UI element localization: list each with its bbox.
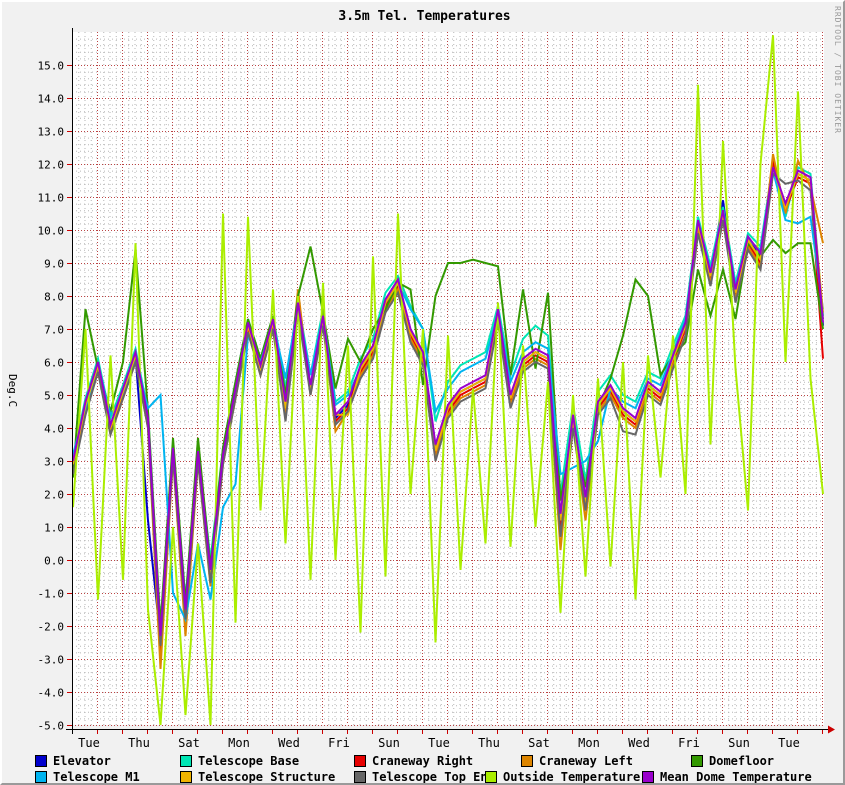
series-outside-temperature-line	[72, 35, 824, 725]
svg-text:1.0: 1.0	[44, 522, 64, 535]
svg-text:Thu: Thu	[128, 736, 150, 750]
svg-text:Thu: Thu	[478, 736, 500, 750]
chart-title: 3.5m Tel. Temperatures	[338, 9, 511, 24]
legend-swatch-telescope-m1	[35, 771, 47, 783]
svg-text:Mon: Mon	[228, 736, 250, 750]
legend-item-outside-temperature: Outside Temperature	[485, 770, 641, 784]
svg-text:10.0: 10.0	[38, 225, 65, 238]
svg-text:0.0: 0.0	[44, 555, 64, 568]
svg-text:13.0: 13.0	[38, 126, 65, 139]
svg-text:4.0: 4.0	[44, 423, 64, 436]
legend-swatch-craneway-right	[354, 755, 366, 767]
axes	[66, 28, 828, 734]
svg-text:Tue: Tue	[78, 736, 100, 750]
legend-item-domefloor: Domefloor	[691, 754, 774, 768]
y-axis-label: Deg.C	[6, 374, 19, 408]
x-axis-arrow	[828, 725, 835, 734]
legend-item-telescope-top-end: Telescope Top End	[354, 770, 495, 784]
legend: Elevator Telescope Base Craneway Right Cran…	[2, 753, 843, 784]
legend-label-telescope-base: Telescope Base	[198, 754, 300, 768]
legend-label-craneway-right: Craneway Right	[372, 754, 474, 768]
series-lines	[72, 35, 824, 725]
legend-label-domefloor: Domefloor	[709, 754, 775, 768]
series-mean-dome-temperature-line	[72, 166, 824, 636]
svg-text:-4.0: -4.0	[38, 687, 65, 700]
svg-text:Sun: Sun	[378, 736, 400, 750]
svg-text:Wed: Wed	[278, 736, 300, 750]
plot-area	[72, 32, 824, 725]
rrdtool-watermark: RRDTOOL / TOBI OETIKER	[833, 6, 842, 134]
legend-swatch-telescope-base	[180, 755, 192, 767]
svg-text:Wed: Wed	[628, 736, 650, 750]
svg-text:-1.0: -1.0	[38, 588, 65, 601]
legend-label-outside-temperature: Outside Temperature	[503, 770, 641, 784]
svg-text:15.0: 15.0	[38, 60, 65, 73]
legend-swatch-mean-dome-temperature	[642, 771, 654, 783]
plot-canvas: 15.0 14.0 13.0 12.0 11.0 10.0 9.0 8.0 7.0 6.0 5.0 4…	[38, 28, 835, 750]
legend-item-telescope-structure: Telescope Structure	[180, 770, 336, 784]
legend-item-craneway-left: Craneway Left	[521, 754, 633, 768]
svg-text:5.0: 5.0	[44, 390, 64, 403]
svg-text:Sun: Sun	[728, 736, 750, 750]
legend-label-craneway-left: Craneway Left	[539, 754, 633, 768]
legend-item-craneway-right: Craneway Right	[354, 754, 473, 768]
svg-text:9.0: 9.0	[44, 258, 64, 271]
svg-text:2.0: 2.0	[44, 489, 64, 502]
svg-text:8.0: 8.0	[44, 291, 64, 304]
legend-label-telescope-m1: Telescope M1	[53, 770, 140, 784]
legend-swatch-domefloor	[691, 755, 703, 767]
svg-text:-2.0: -2.0	[38, 621, 65, 634]
legend-swatch-telescope-top-end	[354, 771, 366, 783]
x-tick-labels: Tue Thu Sat Mon Wed Fri Sun Tue Thu Sat Mon Wed Fri S…	[78, 736, 800, 750]
legend-item-telescope-m1: Telescope M1	[35, 770, 140, 784]
minor-grid	[72, 32, 824, 725]
svg-text:Sat: Sat	[178, 736, 200, 750]
svg-text:6.0: 6.0	[44, 357, 64, 370]
svg-text:Sat: Sat	[528, 736, 550, 750]
svg-text:-5.0: -5.0	[38, 720, 65, 733]
legend-swatch-outside-temperature	[485, 771, 497, 783]
legend-item-elevator: Elevator	[35, 754, 111, 768]
y-tick-labels: 15.0 14.0 13.0 12.0 11.0 10.0 9.0 8.0 7.0 6.0 5.0 4…	[38, 60, 65, 733]
legend-label-elevator: Elevator	[53, 754, 111, 768]
svg-text:Tue: Tue	[778, 736, 800, 750]
legend-item-telescope-base: Telescope Base	[180, 754, 299, 768]
legend-item-mean-dome-temperature: Mean Dome Temperature	[642, 770, 812, 784]
svg-text:7.0: 7.0	[44, 324, 64, 337]
legend-label-telescope-top-end: Telescope Top End	[372, 770, 495, 784]
svg-text:11.0: 11.0	[38, 192, 65, 205]
svg-text:3.0: 3.0	[44, 456, 64, 469]
svg-text:Tue: Tue	[428, 736, 450, 750]
svg-text:14.0: 14.0	[38, 93, 65, 106]
svg-text:Fri: Fri	[678, 736, 700, 750]
svg-text:12.0: 12.0	[38, 159, 65, 172]
svg-text:-3.0: -3.0	[38, 654, 65, 667]
svg-text:Fri: Fri	[328, 736, 350, 750]
legend-label-telescope-structure: Telescope Structure	[198, 770, 336, 784]
legend-swatch-telescope-structure	[180, 771, 192, 783]
legend-label-mean-dome-temperature: Mean Dome Temperature	[660, 770, 812, 784]
legend-swatch-craneway-left	[521, 755, 533, 767]
svg-text:Mon: Mon	[578, 736, 600, 750]
legend-swatch-elevator	[35, 755, 47, 767]
series-domefloor-line	[72, 238, 824, 627]
